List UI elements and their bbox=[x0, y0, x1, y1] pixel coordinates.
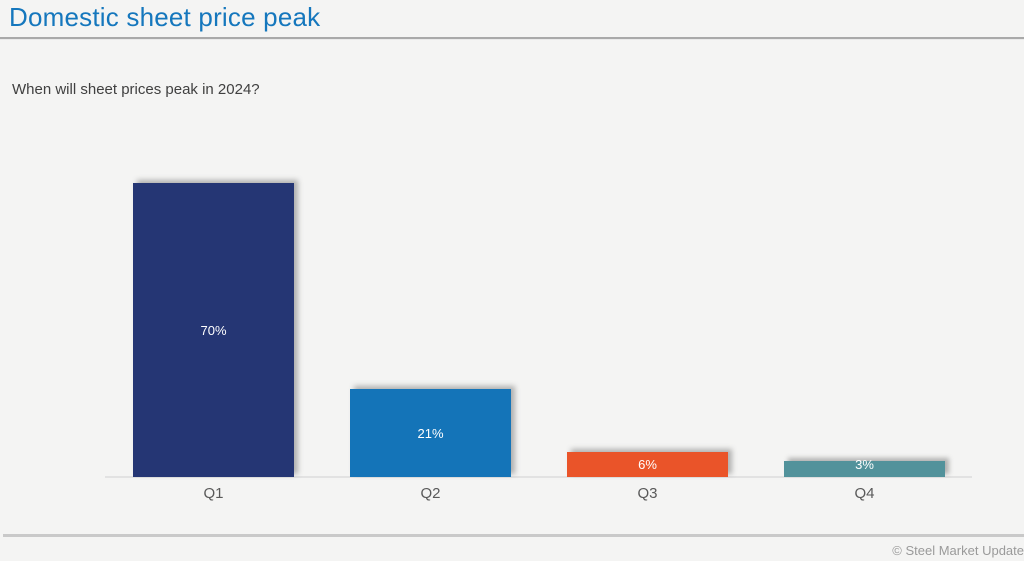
page-title: Domestic sheet price peak bbox=[9, 2, 321, 32]
x-axis-label: Q3 bbox=[637, 485, 658, 502]
title-divider bbox=[0, 37, 1024, 40]
x-axis-label: Q4 bbox=[854, 485, 875, 502]
bar-value-label: 3% bbox=[855, 457, 874, 472]
x-axis-label: Q2 bbox=[420, 485, 441, 502]
bar-q4: 3% bbox=[784, 457, 945, 477]
footer-credit: © Steel Market Update bbox=[892, 543, 1024, 558]
bar-value-label: 21% bbox=[417, 425, 444, 441]
bar-q3: 6% bbox=[567, 452, 728, 477]
x-axis-label: Q1 bbox=[203, 485, 224, 502]
survey-question-subtitle: When will sheet prices peak in 2024? bbox=[12, 81, 260, 98]
bar-q2: 21% bbox=[350, 389, 511, 477]
x-axis-line bbox=[105, 476, 972, 478]
footer-divider bbox=[3, 534, 1024, 537]
bar-value-label: 6% bbox=[638, 457, 657, 472]
bar-value-label: 70% bbox=[200, 322, 227, 338]
bar-q1: 70% bbox=[133, 183, 294, 477]
